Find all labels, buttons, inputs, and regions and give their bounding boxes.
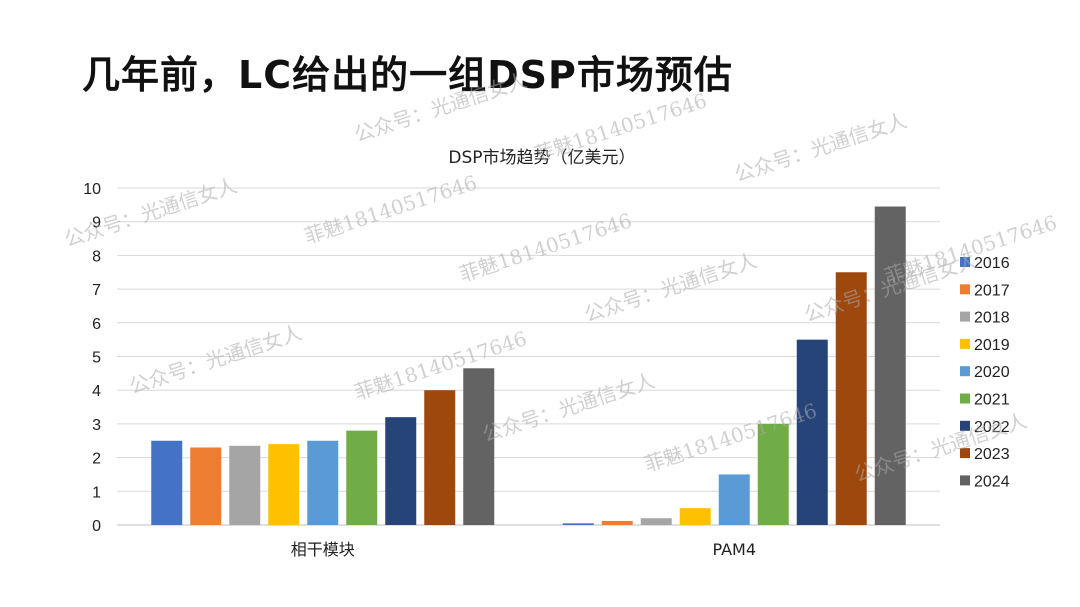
bar-2020-0 xyxy=(307,440,339,525)
legend-label-2020: 2020 xyxy=(974,364,1010,381)
y-tick-label: 7 xyxy=(92,282,101,299)
y-tick-label: 4 xyxy=(92,383,101,400)
x-category-label: 相干模块 xyxy=(291,540,355,559)
y-tick-label: 1 xyxy=(92,484,101,501)
legend-swatch-2016 xyxy=(960,257,970,267)
bar-2024-1 xyxy=(874,206,906,525)
legend-label-2018: 2018 xyxy=(974,310,1010,327)
bar-2016-0 xyxy=(151,440,183,525)
y-tick-label: 6 xyxy=(92,316,101,333)
chart-title: DSP市场趋势（亿美元） xyxy=(448,148,635,168)
bar-2019-1 xyxy=(679,508,711,525)
bar-2024-0 xyxy=(463,368,495,525)
legend-label-2024: 2024 xyxy=(974,473,1010,490)
legend-swatch-2017 xyxy=(960,284,970,295)
bar-2017-1 xyxy=(601,520,633,525)
bar-2018-0 xyxy=(229,445,261,525)
legend-label-2021: 2021 xyxy=(974,392,1010,409)
legend-swatch-2021 xyxy=(960,393,970,404)
bar-2017-0 xyxy=(190,447,222,525)
x-category-label: PAM4 xyxy=(712,540,756,559)
legend-label-2019: 2019 xyxy=(974,337,1010,354)
bar-2023-1 xyxy=(835,272,867,525)
legend-swatch-2020 xyxy=(960,366,970,377)
legend-swatch-2022 xyxy=(960,420,970,431)
bar-2021-1 xyxy=(757,423,789,525)
bar-2020-1 xyxy=(718,474,750,525)
bar-2022-0 xyxy=(385,417,417,525)
y-tick-label: 9 xyxy=(92,215,101,232)
y-tick-label: 0 xyxy=(92,518,101,535)
legend-label-2017: 2017 xyxy=(974,282,1010,299)
legend-label-2022: 2022 xyxy=(974,419,1010,436)
slide-title: 几年前，LC给出的一组DSP市场预估 xyxy=(82,53,733,97)
y-tick-label: 10 xyxy=(83,181,101,198)
bar-2021-0 xyxy=(346,430,378,525)
legend-swatch-2019 xyxy=(960,338,970,349)
legend-swatch-2018 xyxy=(960,311,970,322)
bar-2018-1 xyxy=(640,518,672,525)
legend-label-2016: 2016 xyxy=(974,255,1010,272)
bar-2016-1 xyxy=(562,523,594,525)
bar-2023-0 xyxy=(424,390,456,525)
y-tick-label: 8 xyxy=(92,248,101,265)
y-tick-label: 5 xyxy=(92,350,101,367)
y-tick-label: 2 xyxy=(92,451,101,468)
legend-swatch-2023 xyxy=(960,448,970,459)
y-tick-label: 3 xyxy=(92,417,101,434)
legend-label-2023: 2023 xyxy=(974,446,1010,463)
bar-2019-0 xyxy=(268,444,300,525)
bar-2022-1 xyxy=(796,339,828,525)
legend-swatch-2024 xyxy=(960,475,970,486)
